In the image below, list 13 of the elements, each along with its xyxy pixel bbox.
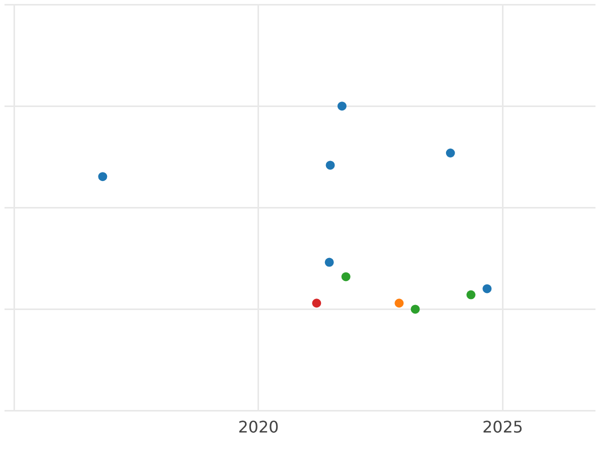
point: [341, 272, 350, 282]
point: [466, 290, 476, 300]
x-tick-label: 2020: [238, 418, 279, 437]
x-tick-label: 2025: [482, 418, 524, 437]
point: [394, 298, 404, 308]
point: [446, 148, 455, 158]
point: [324, 258, 334, 267]
point: [338, 102, 347, 111]
point: [326, 160, 335, 170]
point: [410, 304, 420, 314]
point: [98, 172, 108, 182]
point: [482, 284, 492, 294]
point: [312, 298, 322, 308]
